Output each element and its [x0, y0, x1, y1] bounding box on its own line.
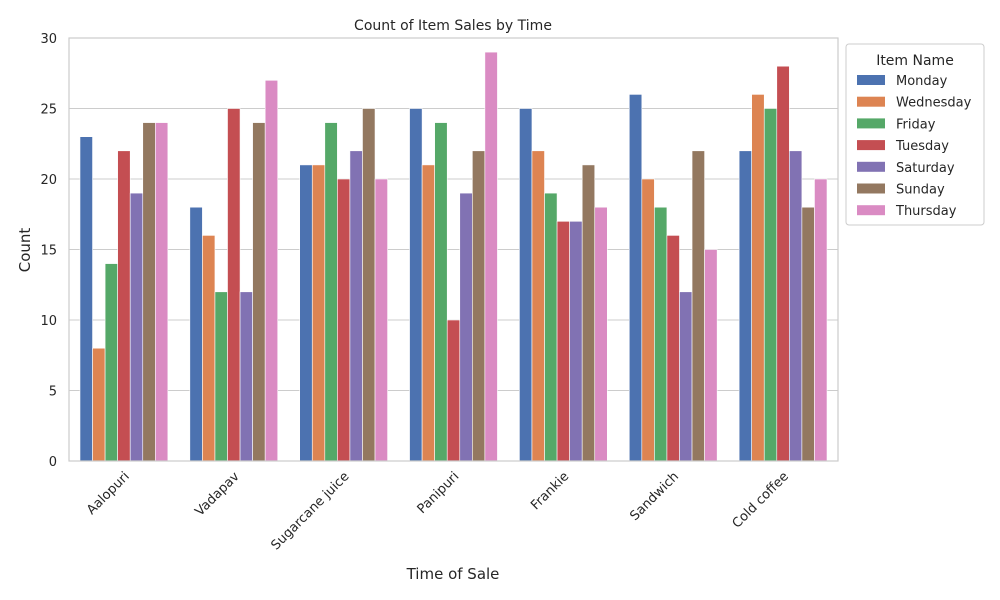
legend-label: Thursday [895, 204, 957, 219]
bar-monday-0 [79, 136, 93, 462]
y-tick-label: 25 [40, 103, 57, 118]
legend-label: Monday [896, 74, 948, 89]
legend-swatch [857, 96, 885, 107]
x-tick-label: Vadapav [192, 469, 242, 519]
y-tick-label: 5 [49, 385, 57, 400]
bar-wednesday-2 [311, 164, 326, 462]
y-tick-label: 0 [49, 455, 57, 470]
bar-thursday-5 [704, 249, 718, 462]
bar-saturday-6 [789, 150, 803, 462]
bar-tuesday-4 [556, 221, 570, 462]
bar-saturday-1 [239, 291, 253, 462]
legend-label: Tuesday [895, 139, 949, 154]
x-tick-label: Sandwich [627, 469, 682, 524]
bar-friday-4 [544, 192, 558, 462]
legend-label: Friday [896, 117, 936, 132]
legend-swatch [857, 140, 885, 151]
x-axis-label: Time of Sale [406, 565, 500, 583]
legend-swatch [857, 161, 885, 172]
bars [79, 51, 828, 462]
bar-thursday-0 [155, 122, 169, 462]
y-tick-label: 30 [40, 32, 57, 47]
x-tick-label: Cold coffee [730, 469, 792, 531]
bar-tuesday-6 [776, 65, 790, 462]
bar-sunday-2 [362, 108, 376, 462]
bar-monday-4 [519, 108, 533, 462]
chart-title: Count of Item Sales by Time [354, 18, 552, 34]
x-tick-label: Sugarcane juice [268, 469, 352, 553]
bar-thursday-6 [814, 178, 828, 462]
legend-swatch [857, 205, 885, 216]
bar-monday-3 [409, 108, 423, 462]
legend-swatch [857, 75, 885, 85]
bar-monday-6 [738, 150, 752, 462]
bar-saturday-4 [569, 221, 583, 462]
y-tick-label: 15 [40, 244, 57, 259]
legend-label: Saturday [896, 161, 955, 176]
bar-tuesday-0 [117, 150, 131, 462]
bar-friday-3 [434, 122, 448, 462]
bar-monday-5 [628, 94, 643, 462]
y-axis-label: Count [16, 228, 34, 273]
x-tick-label: Panipuri [415, 469, 463, 517]
bar-friday-0 [104, 263, 118, 462]
bar-tuesday-1 [227, 108, 241, 462]
bar-wednesday-1 [202, 235, 216, 462]
bar-sunday-3 [472, 150, 486, 462]
legend-label: Sunday [896, 183, 945, 198]
bar-sunday-1 [252, 122, 266, 462]
bar-sunday-6 [801, 206, 815, 462]
bar-wednesday-5 [641, 178, 655, 462]
bar-tuesday-3 [446, 319, 461, 462]
legend-title: Item Name [876, 53, 954, 69]
bar-saturday-3 [459, 192, 473, 462]
x-tick-labels: Aalopuri Vadapav Sugarcane juice Panipuri Fr… [84, 469, 792, 553]
legend-label: Wednesday [896, 96, 972, 111]
legend-swatch [857, 118, 885, 129]
bar-friday-6 [763, 108, 778, 462]
bar-thursday-2 [374, 178, 388, 462]
x-tick-label: Aalopuri [84, 469, 133, 518]
bar-thursday-1 [264, 80, 279, 462]
bar-friday-2 [324, 122, 338, 462]
bar-tuesday-5 [666, 235, 680, 462]
y-tick-labels: 0 5 10 15 20 25 30 [40, 32, 57, 470]
bar-sunday-5 [691, 150, 705, 462]
legend-swatch [857, 183, 885, 194]
legend: Item Name Monday Wednesday Friday Tuesday Sa… [845, 43, 985, 226]
bar-sunday-4 [581, 164, 596, 462]
x-tick-label: Frankie [528, 469, 572, 513]
bar-friday-5 [654, 206, 668, 462]
bar-wednesday-6 [751, 94, 765, 462]
y-tick-label: 20 [40, 173, 57, 188]
bar-wednesday-4 [531, 150, 545, 462]
bar-friday-1 [214, 291, 228, 462]
bar-monday-1 [189, 206, 203, 462]
bar-wednesday-0 [92, 347, 106, 462]
legend-frame [845, 43, 985, 226]
bar-tuesday-2 [337, 178, 351, 462]
bar-saturday-0 [129, 192, 144, 462]
plot-area-frame [68, 37, 839, 462]
bar-sunday-0 [142, 122, 156, 462]
bar-saturday-5 [679, 291, 693, 462]
bar-thursday-3 [484, 51, 498, 462]
bar-saturday-2 [349, 150, 363, 462]
y-tick-label: 10 [40, 314, 57, 329]
bar-wednesday-3 [421, 164, 435, 462]
bar-monday-2 [299, 164, 313, 462]
bar-thursday-4 [594, 206, 608, 462]
